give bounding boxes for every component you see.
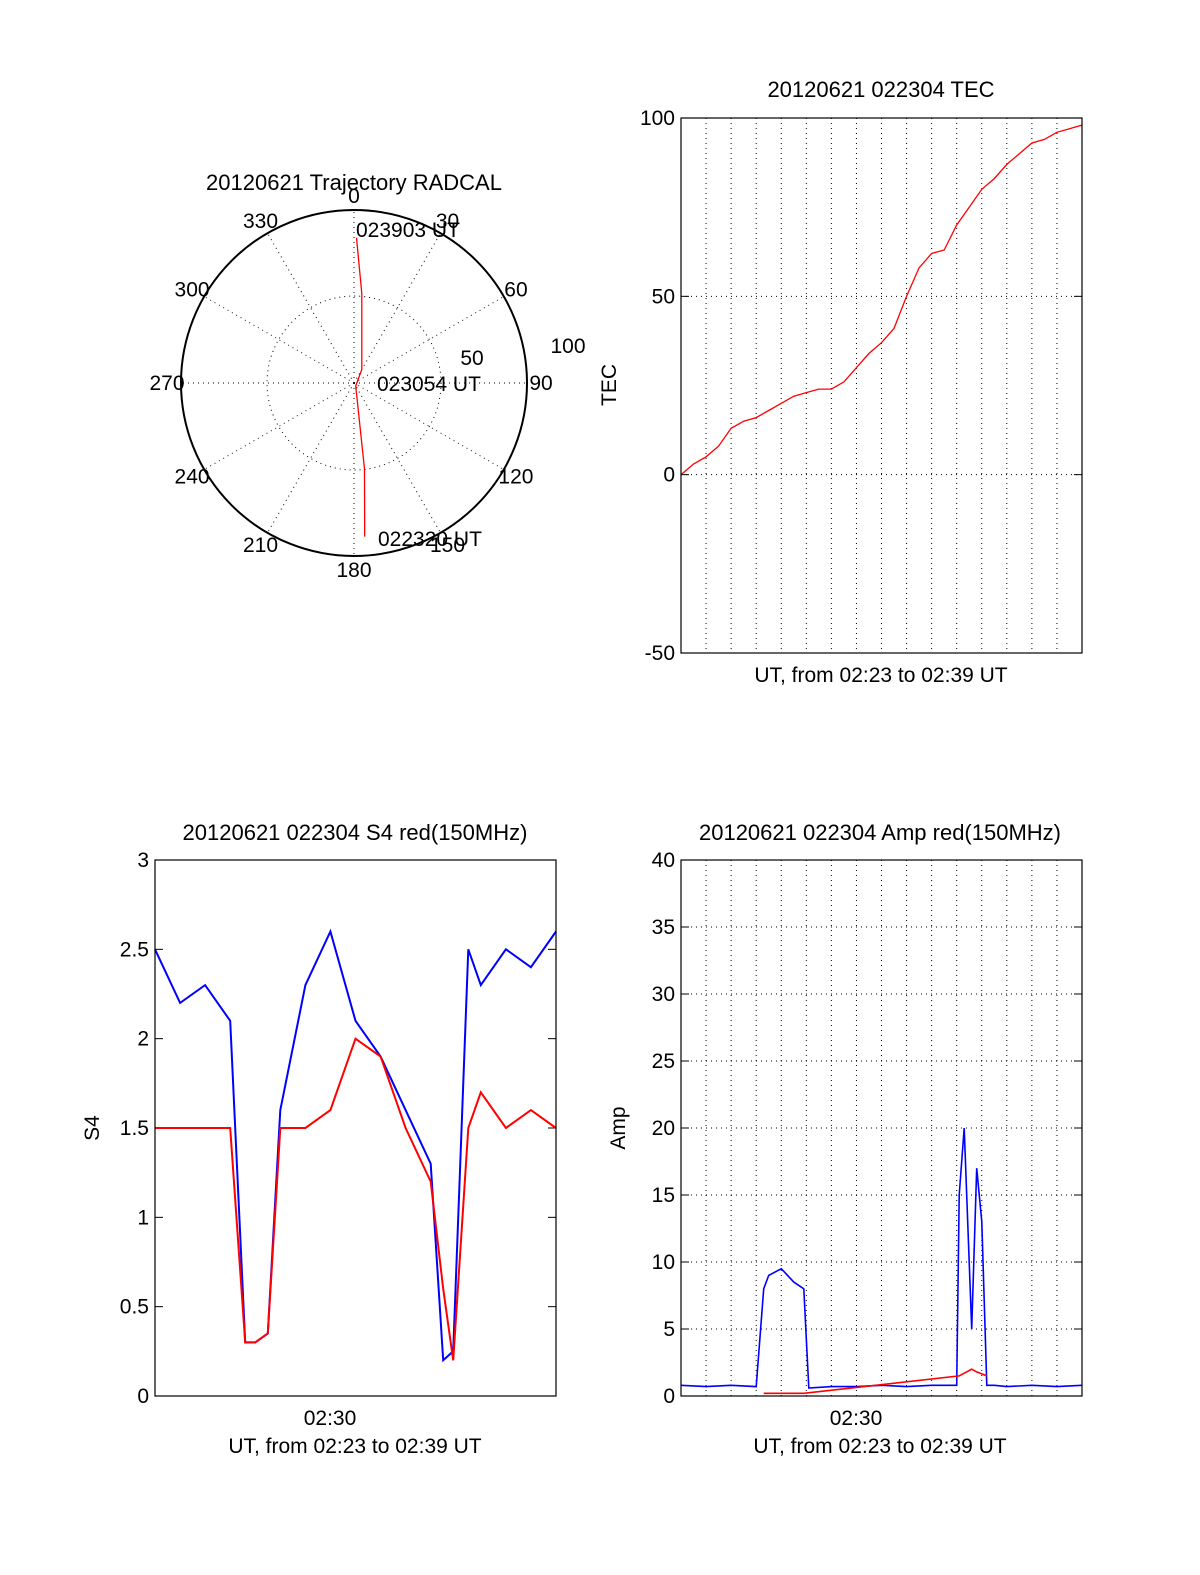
polar-spoke	[267, 232, 355, 384]
y-tick-label: 0.5	[120, 1296, 149, 1319]
s4-title: 20120621 022304 S4 red(150MHz)	[183, 820, 528, 845]
polar-radius-label-100: 100	[550, 335, 585, 358]
polar-angle-label: 0	[348, 185, 360, 208]
polar-angle-labels: 0 30 60 90 120 150 180 210 240 270 300 330	[149, 185, 552, 582]
s4-frame	[154, 859, 557, 1397]
polar-angle-label: 60	[504, 279, 527, 302]
y-tick-label: 2.5	[120, 938, 149, 961]
s4-y-tick-labels: 0 0.5 1 1.5 2 2.5 3	[120, 849, 556, 1408]
traj-label-mid: 023054 UT	[377, 373, 481, 396]
polar-angle-label: 90	[529, 372, 552, 395]
polar-title: 20120621 Trajectory RADCAL	[206, 170, 502, 195]
polar-trajectory-line	[355, 237, 366, 537]
polar-spoke	[203, 382, 355, 470]
y-tick-label: 1	[137, 1206, 149, 1229]
polar-inner-circle	[266, 295, 442, 471]
polar-radius-label-50: 50	[460, 347, 483, 370]
tec-y-axis-label: TEC	[598, 364, 621, 406]
amp-y-axis-label: Amp	[607, 1106, 630, 1149]
amp-x-tick-label: 02:30	[830, 1407, 883, 1430]
polar-spoke	[353, 232, 441, 384]
y-tick-label: 0	[663, 1385, 675, 1408]
y-tick-label: 100	[640, 107, 675, 130]
traj-label-start: 022320 UT	[378, 528, 482, 551]
y-tick-label: 15	[652, 1184, 675, 1207]
amp-frame	[680, 859, 1083, 1397]
polar-spoke	[267, 382, 355, 534]
polar-outer-circle	[180, 209, 528, 557]
polar-angle-label: 330	[243, 210, 278, 233]
y-tick-label: 35	[652, 916, 675, 939]
y-tick-label: 50	[652, 285, 675, 308]
series-line-0	[154, 928, 557, 1363]
polar-angle-label: 120	[498, 466, 533, 489]
series-line-0	[680, 124, 1083, 476]
polar-spoke	[203, 296, 355, 384]
tec-y-tick-labels: -50 0 50 100	[640, 107, 1082, 665]
y-tick-label: 10	[652, 1251, 675, 1274]
y-tick-label: 20	[652, 1117, 675, 1140]
series-line-1	[763, 1368, 988, 1395]
s4-series	[154, 928, 557, 1363]
y-tick-label: 2	[137, 1028, 149, 1051]
amp-y-tick-labels: 0 5 10 15 20 25 30 35 40	[652, 849, 1082, 1408]
polar-angle-label: 300	[175, 279, 210, 302]
y-tick-label: 40	[652, 849, 675, 872]
y-tick-label: 3	[137, 849, 149, 872]
amp-plot: 20120621 022304 Amp red(150MHz) 0 5 10 15 20…	[607, 820, 1083, 1458]
tec-plot: 20120621 022304 TEC -50 0 50 100 TEC UT, fr…	[598, 77, 1083, 687]
y-tick-label: 25	[652, 1050, 675, 1073]
s4-x-tick-label: 02:30	[304, 1407, 357, 1430]
s4-y-axis-label: S4	[81, 1115, 104, 1141]
y-tick-label: 0	[663, 464, 675, 487]
polar-angle-label: 240	[175, 466, 210, 489]
y-tick-label: -50	[645, 642, 675, 665]
tec-series	[680, 124, 1083, 476]
s4-x-axis-label: UT, from 02:23 to 02:39 UT	[228, 1435, 481, 1458]
series-line-1	[155, 1037, 557, 1361]
amp-x-axis-label: UT, from 02:23 to 02:39 UT	[753, 1435, 1006, 1458]
y-tick-label: 1.5	[120, 1117, 149, 1140]
amp-series	[680, 1127, 1083, 1395]
polar-angle-label: 30	[436, 210, 459, 233]
tec-title: 20120621 022304 TEC	[767, 77, 994, 102]
tec-grid	[681, 118, 1082, 653]
tec-x-axis-label: UT, from 02:23 to 02:39 UT	[754, 664, 1007, 687]
polar-plot: 20120621 Trajectory RADCAL 0 30 60 90 120 150…	[149, 170, 585, 582]
tec-frame	[680, 117, 1083, 654]
polar-angle-label: 270	[149, 372, 184, 395]
traj-label-end: 023903 UT	[356, 219, 460, 242]
s4-plot: 20120621 022304 S4 red(150MHz) 0 0.5 1 1.5 2…	[81, 820, 557, 1458]
series-line-0	[680, 1127, 1083, 1389]
amp-title: 20120621 022304 Amp red(150MHz)	[699, 820, 1061, 845]
amp-grid	[681, 860, 1082, 1396]
polar-angle-label: 180	[336, 559, 371, 582]
y-tick-label: 30	[652, 983, 675, 1006]
y-tick-label: 5	[663, 1318, 675, 1341]
polar-angle-label: 210	[243, 534, 278, 557]
y-tick-label: 0	[137, 1385, 149, 1408]
polar-angle-label: 150	[430, 534, 465, 557]
